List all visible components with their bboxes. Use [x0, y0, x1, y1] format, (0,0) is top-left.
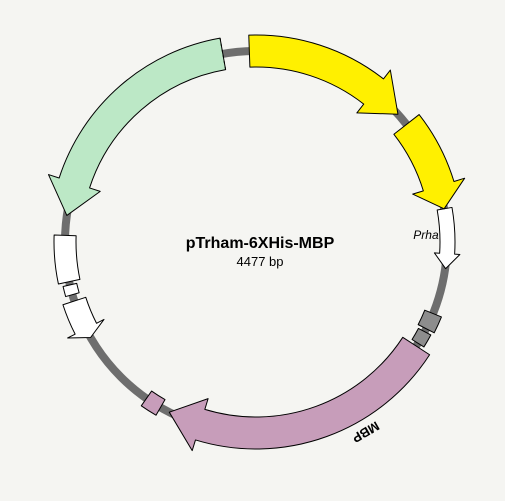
plasmid-map: PrhaMBP pTrham-6XHis-MBP 4477 bp [0, 0, 505, 501]
feature-green-arrow [48, 38, 225, 215]
feature-yellow-arrow-2 [394, 115, 465, 209]
feature-white-thin-1 [63, 283, 79, 296]
feature-white-arrow-bottom [63, 297, 104, 338]
label-prha: Prha [413, 228, 439, 242]
plasmid-size: 4477 bp [237, 254, 284, 269]
feature-white-block-bottom [54, 235, 80, 284]
feature-mbp [169, 337, 429, 450]
plasmid-name: pTrham-6XHis-MBP [186, 235, 335, 252]
feature-yellow-arrow-1 [249, 35, 398, 114]
